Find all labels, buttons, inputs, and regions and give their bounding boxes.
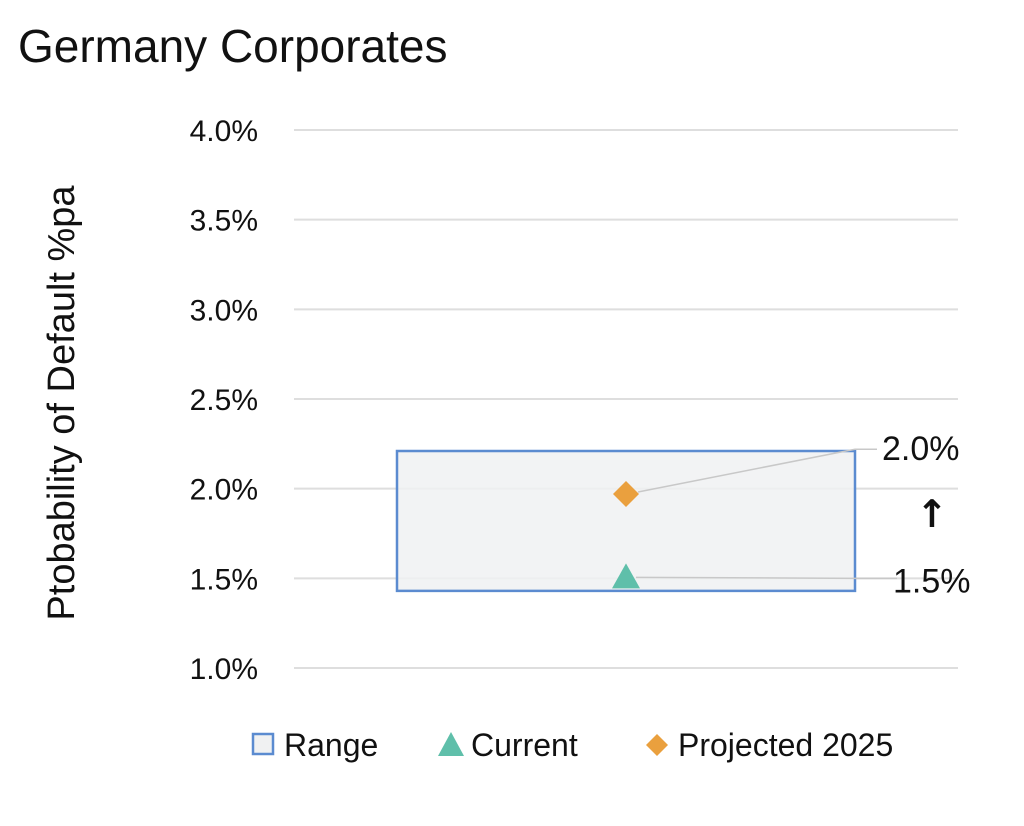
y-tick-label: 1.0% bbox=[190, 653, 258, 686]
current-marker bbox=[612, 563, 640, 589]
leader-lines bbox=[635, 448, 897, 580]
y-tick-label: 3.5% bbox=[190, 205, 258, 238]
data-labels: 1.5% 2.0% bbox=[882, 430, 971, 600]
legend-projected-marker bbox=[646, 734, 668, 756]
y-tick-label: 4.0% bbox=[190, 115, 258, 148]
projected-leader-line bbox=[637, 448, 877, 493]
projected-value-label: 2.0% bbox=[882, 430, 960, 468]
markers bbox=[612, 481, 640, 589]
current-value-label: 1.5% bbox=[893, 562, 971, 600]
y-axis-label: Ptobability of Default %pa bbox=[41, 185, 83, 621]
legend-range-swatch bbox=[251, 732, 275, 756]
increase-arrow-icon: ↑ bbox=[916, 492, 948, 536]
legend-current-marker bbox=[438, 732, 464, 756]
legend-current-label: Current bbox=[471, 727, 578, 763]
y-tick-label: 2.0% bbox=[190, 474, 258, 507]
projected-marker bbox=[613, 481, 639, 508]
chart-title: Germany Corporates bbox=[18, 20, 448, 72]
legend-range-label: Range bbox=[284, 727, 378, 763]
legend-projected-label: Projected 2025 bbox=[678, 727, 893, 763]
y-tick-label: 2.5% bbox=[190, 384, 258, 417]
y-tick-labels: 1.0% 1.5% 2.0% 2.5% 3.0% 3.5% 4.0% bbox=[190, 115, 258, 686]
y-tick-label: 3.0% bbox=[190, 294, 258, 327]
current-leader-line bbox=[635, 576, 897, 580]
y-tick-label: 1.5% bbox=[190, 563, 258, 596]
legend: Range Current Projected 2025 bbox=[251, 727, 893, 763]
